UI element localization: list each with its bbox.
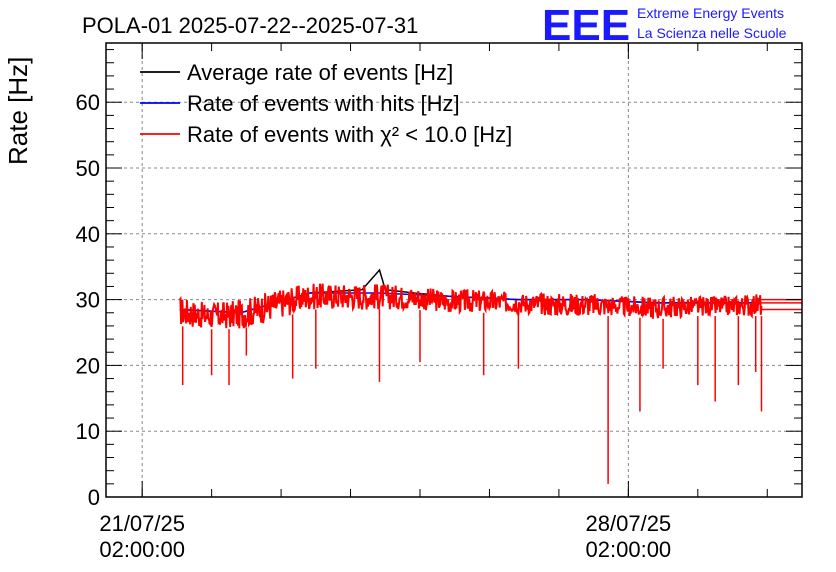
- legend: Average rate of events [Hz] Rate of event…: [140, 60, 512, 147]
- axes: 010203040506021/07/2502:00:0028/07/2502:…: [76, 42, 803, 562]
- y-tick-label: 30: [76, 288, 100, 313]
- series-rate-chi2-band: [178, 283, 763, 329]
- y-tick-label: 0: [88, 485, 100, 510]
- chart-title: POLA-01 2025-07-22--2025-07-31: [82, 13, 418, 38]
- x-tick-label-time: 02:00:00: [586, 537, 672, 562]
- y-tick-label: 20: [76, 353, 100, 378]
- legend-rate-hits-label: Rate of events with hits [Hz]: [187, 91, 460, 116]
- legend-rate-chi2-label: Rate of events with χ² < 10.0 [Hz]: [187, 122, 512, 147]
- series-layer: [178, 268, 802, 484]
- y-tick-label: 50: [76, 156, 100, 181]
- y-tick-label: 60: [76, 90, 100, 115]
- y-tick-label: 10: [76, 419, 100, 444]
- y-tick-label: 40: [76, 222, 100, 247]
- eee-logo-line2: La Scienza nelle Scuole: [637, 25, 787, 41]
- x-tick-label-time: 02:00:00: [99, 537, 185, 562]
- y-axis-label: Rate [Hz]: [3, 57, 33, 165]
- plot-frame: [105, 42, 803, 498]
- eee-logo: EEE Extreme Energy Events La Scienza nel…: [542, 1, 787, 50]
- grid-lines: [106, 43, 802, 497]
- x-tick-label-date: 21/07/25: [99, 511, 185, 536]
- eee-logo-mark: EEE: [542, 1, 630, 50]
- eee-logo-line1: Extreme Energy Events: [637, 5, 784, 21]
- legend-average-rate-label: Average rate of events [Hz]: [187, 60, 453, 85]
- x-tick-label-date: 28/07/25: [586, 511, 672, 536]
